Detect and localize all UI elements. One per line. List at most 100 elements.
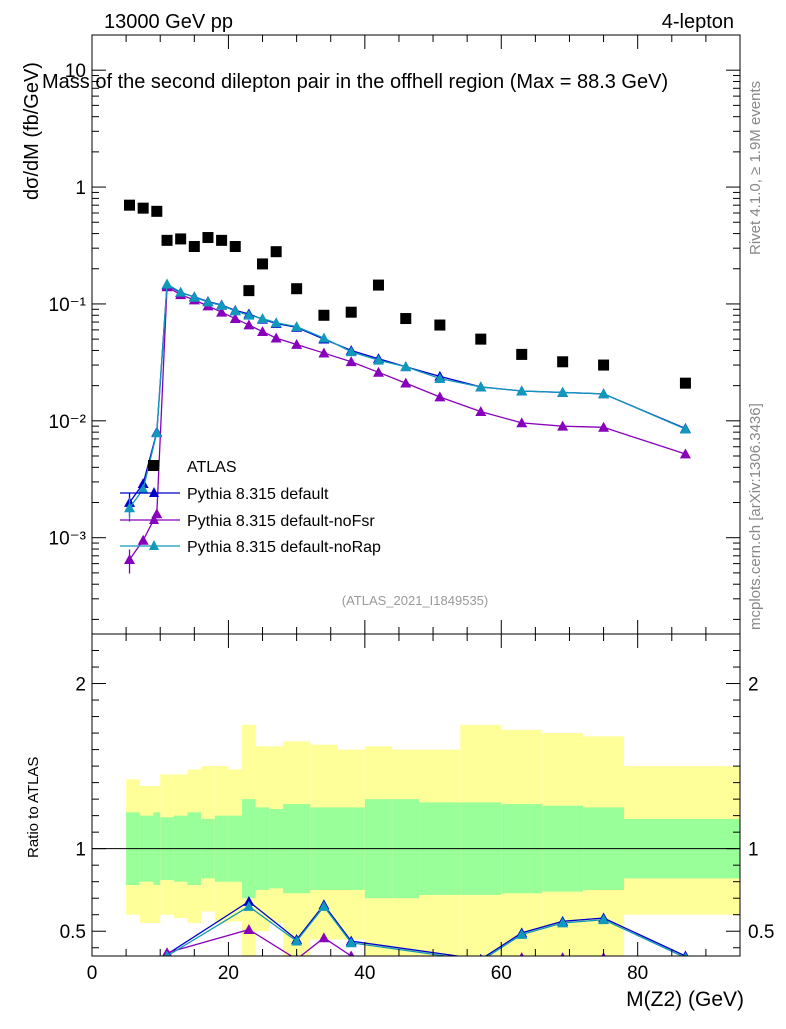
main-series-marker-3	[175, 286, 187, 297]
main-series-marker-3	[257, 313, 269, 323]
main-series-marker-2	[257, 326, 269, 336]
main-series-marker-3	[202, 296, 214, 307]
legend-atlas-marker	[148, 460, 159, 471]
main-series-marker-3	[291, 321, 303, 331]
ratio-y-tick-label: 2	[75, 675, 86, 696]
main-series-marker-2	[137, 534, 149, 545]
atlas-data-point	[229, 241, 241, 253]
atlas-data-point	[257, 258, 269, 270]
main-series-marker-2	[345, 356, 357, 367]
legend: ATLAS Pythia 8.315 default Pythia 8.315 …	[120, 459, 381, 556]
atlas-data-point	[161, 234, 173, 246]
main-series-marker-2	[434, 391, 446, 402]
main-series-marker-2	[243, 319, 255, 330]
atlas-data-point	[124, 199, 136, 211]
main-series-marker-2	[270, 332, 282, 343]
main-title: Mass of the second dilepton pair in the …	[42, 71, 668, 93]
ratio-y-axis-title: Ratio to ATLAS	[25, 757, 42, 858]
ratio-series-marker-2	[598, 914, 610, 925]
ratio-y-tick-label-right: 1	[748, 840, 759, 861]
atlas-data-point	[151, 205, 163, 217]
legend-nofsr-label: Pythia 8.315 default-noFsr	[187, 513, 375, 530]
atlas-data-point	[175, 233, 187, 245]
main-axis-ticks: 10 1 10⁻¹ 10⁻² 10⁻³	[49, 34, 741, 634]
atlas-data-point	[598, 359, 610, 371]
legend-nofsr-marker	[149, 514, 159, 524]
ratio-y-tick-label: 0.5	[60, 922, 86, 943]
main-series-marker-2	[216, 306, 228, 317]
ratio-series-marker-0	[243, 896, 255, 906]
ratio-series-marker-1	[519, 952, 524, 956]
atlas-data-point	[557, 356, 569, 368]
main-series-marker-3	[243, 309, 255, 320]
x-tick-label: 40	[354, 963, 375, 984]
main-series-group	[124, 199, 691, 574]
main-y-tick-label: 10⁻²	[49, 412, 87, 433]
ratio-series-line-0	[166, 900, 686, 956]
main-series-marker-2	[598, 421, 610, 432]
ratio-series-marker-2	[345, 937, 357, 948]
main-y-tick-label: 10	[65, 61, 86, 82]
main-y-tick-label: 10⁻¹	[49, 295, 87, 316]
x-tick-label: 60	[491, 963, 512, 984]
main-series-marker-3	[188, 291, 200, 302]
ratio-y-tick-label-right: 2	[748, 675, 759, 696]
legend-default-label: Pythia 8.315 default	[187, 486, 329, 503]
ratio-series-marker-1	[318, 932, 330, 943]
main-series-marker-3	[598, 388, 610, 399]
ratio-series-marker-2	[243, 900, 255, 911]
main-series-marker-3	[151, 427, 163, 438]
atlas-data-point	[216, 234, 228, 246]
main-series-marker-3	[216, 299, 228, 310]
main-series-marker-3	[475, 381, 487, 392]
main-series-marker-3	[434, 373, 446, 383]
ratio-series-group	[162, 896, 689, 956]
main-series-marker-3	[372, 354, 384, 365]
x-tick-label: 0	[87, 963, 98, 984]
main-series-marker-1	[137, 478, 149, 489]
main-y-tick-label: 10⁻³	[49, 529, 87, 550]
legend-default-marker	[149, 487, 159, 497]
main-y-tick-label: 1	[75, 178, 86, 199]
main-series-marker-2	[229, 313, 241, 323]
main-series-marker-3	[270, 317, 282, 328]
main-series-marker-3	[124, 502, 136, 513]
ratio-series-marker-2	[683, 952, 688, 956]
atlas-data-point	[475, 333, 487, 345]
main-series-marker-3	[229, 305, 241, 316]
analysis-tag: (ATLAS_2021_I1849535)	[342, 593, 488, 608]
main-series-marker-2	[475, 406, 487, 416]
atlas-data-point	[188, 241, 200, 253]
x-tick-label: 20	[218, 963, 239, 984]
main-series-marker-3	[137, 483, 149, 494]
main-y-axis-title: dσ/dM (fb/GeV)	[21, 62, 43, 200]
main-series-marker-2	[124, 554, 136, 564]
ratio-series-marker-2	[163, 950, 171, 956]
atlas-data-point	[679, 377, 691, 389]
main-series-marker-3	[318, 332, 330, 343]
ratio-series-marker-1	[243, 924, 255, 934]
ratio-y-tick-label: 1	[75, 840, 86, 861]
atlas-data-point	[202, 232, 214, 244]
ratio-series-line-2	[166, 905, 684, 956]
main-series-marker-2	[516, 417, 528, 428]
atlas-data-point	[243, 285, 255, 297]
atlas-data-point	[345, 306, 357, 318]
atlas-data-point	[137, 202, 149, 214]
header-energy: 13000 GeV pp	[104, 11, 233, 33]
atlas-data-point	[400, 313, 412, 325]
x-tick-label: 80	[627, 963, 648, 984]
ratio-plot-frame	[91, 633, 741, 957]
main-series-marker-3	[345, 346, 357, 357]
ratio-series-marker-1	[348, 950, 355, 956]
main-series-marker-3	[557, 386, 569, 397]
main-series-marker-2	[372, 366, 384, 377]
main-series-marker-2	[679, 448, 691, 459]
main-series-marker-3	[400, 361, 412, 372]
ratio-series-marker-2	[291, 935, 303, 946]
header-process: 4-lepton	[662, 11, 734, 33]
main-series-marker-3	[516, 385, 528, 396]
ratio-series-marker-2	[318, 900, 330, 911]
x-axis-title: M(Z2) (GeV)	[626, 988, 744, 1011]
main-series-marker-2	[318, 347, 330, 358]
